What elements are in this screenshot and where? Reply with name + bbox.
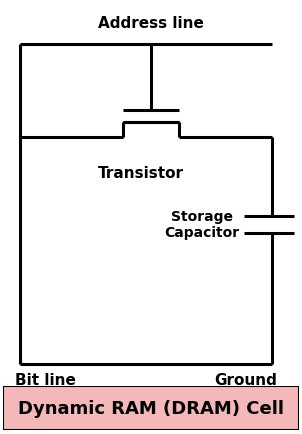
Text: Bit line: Bit line: [15, 372, 76, 387]
Text: Transistor: Transistor: [98, 166, 184, 181]
FancyBboxPatch shape: [3, 386, 299, 430]
Text: Storage
Capacitor: Storage Capacitor: [164, 210, 239, 240]
Text: Dynamic RAM (DRAM) Cell: Dynamic RAM (DRAM) Cell: [18, 399, 284, 417]
Text: Address line: Address line: [98, 16, 204, 31]
Text: Ground: Ground: [214, 372, 277, 387]
